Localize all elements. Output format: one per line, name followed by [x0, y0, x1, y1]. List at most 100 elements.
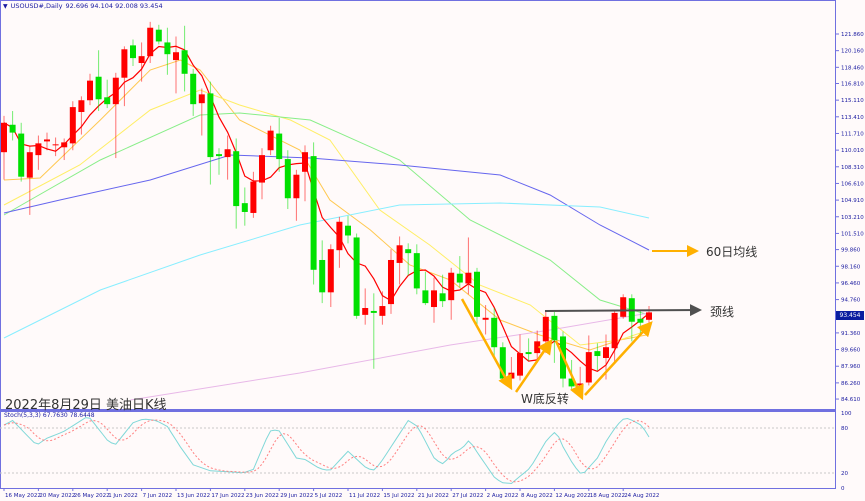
- candle-body: [542, 316, 549, 342]
- candle-body: [594, 351, 601, 357]
- candle-body: [482, 317, 489, 320]
- candle: [362, 288, 369, 325]
- candle-body: [190, 73, 197, 105]
- neckline-annotation: 颈线: [710, 305, 735, 319]
- price-tick-label: 98.160: [841, 264, 861, 270]
- candle: [233, 138, 240, 229]
- price-tick-label: 101.510: [841, 231, 864, 237]
- w-pattern-arrow: [514, 338, 553, 393]
- price-tick-label: 94.760: [841, 298, 861, 304]
- candle-body: [379, 306, 386, 316]
- candle-body: [155, 29, 162, 42]
- candle-body: [276, 133, 283, 160]
- candle-body: [327, 249, 334, 293]
- candle-body: [456, 273, 463, 283]
- candle: [508, 357, 515, 384]
- candle-body: [173, 52, 179, 61]
- candle-body: [9, 124, 16, 133]
- candle-body: [448, 272, 455, 301]
- stoch-panel-frame: [0, 411, 836, 489]
- candle-body: [284, 159, 291, 199]
- candle-body: [525, 352, 532, 355]
- ma30-line: [3, 112, 650, 316]
- candle-body: [241, 203, 248, 212]
- candle: [26, 146, 33, 215]
- candle-body: [499, 347, 506, 379]
- candle-body: [138, 56, 145, 64]
- candle: [388, 249, 394, 314]
- stoch-level-label: 100: [841, 411, 852, 417]
- candle-body: [130, 45, 136, 59]
- candle: [95, 50, 102, 112]
- candle-body: [491, 317, 498, 348]
- candle: [396, 236, 403, 285]
- triangle-down-icon[interactable]: ▼: [3, 2, 8, 10]
- price-tick-label: 104.910: [841, 198, 864, 204]
- candle-body: [465, 272, 472, 284]
- candle: [267, 125, 274, 156]
- ma200-line: [130, 312, 650, 401]
- candle-body: [345, 225, 351, 236]
- candle: [474, 267, 480, 325]
- candle-body: [534, 341, 541, 354]
- candle-body: [26, 152, 33, 178]
- date-tick-label: 20 May 2022: [39, 493, 75, 499]
- candle-body: [104, 97, 111, 105]
- candle: [551, 311, 558, 363]
- candle: [413, 244, 420, 295]
- candle: [190, 68, 197, 116]
- candle-body: [95, 76, 102, 100]
- date-tick-label: 23 Jun 2022: [246, 493, 279, 499]
- candle: [284, 150, 291, 210]
- candle-body: [353, 237, 360, 316]
- stoch-name: Stoch(5,3,3): [4, 412, 41, 419]
- candle: [164, 27, 171, 75]
- candle: [173, 36, 179, 94]
- candle: [104, 79, 111, 109]
- candle-body: [35, 143, 42, 156]
- stoch-k-value: 67.7630: [42, 412, 68, 419]
- candle-body: [646, 312, 652, 320]
- date-tick-label: 11 Jul 2022: [349, 493, 380, 499]
- candle: [611, 309, 618, 364]
- candle-body: [207, 93, 214, 158]
- symbol-label: USOUSD#,Daily: [10, 2, 63, 10]
- price-tick-label: 87.960: [841, 364, 861, 370]
- candle-body: [181, 50, 188, 74]
- candle-body: [147, 27, 154, 57]
- candle: [181, 25, 188, 92]
- candle: [216, 148, 222, 175]
- candle: [345, 215, 351, 244]
- ma100-line: [3, 202, 650, 339]
- price-tick-label: 116.810: [841, 81, 864, 87]
- ma20-line: [3, 89, 650, 346]
- candle: [517, 334, 523, 381]
- candle-body: [439, 293, 446, 302]
- date-tick-label: 15 Jul 2022: [383, 493, 414, 499]
- price-tick-label: 118.460: [841, 65, 864, 71]
- candle-body: [568, 378, 575, 387]
- candle-body: [61, 142, 68, 148]
- candle: [431, 277, 437, 323]
- date-tick-label: 21 Jul 2022: [418, 493, 449, 499]
- candle: [207, 81, 214, 185]
- candle: [52, 137, 59, 157]
- candle-body: [310, 156, 317, 270]
- date-tick-label: 13 Jun 2022: [177, 493, 210, 499]
- candle-body: [1, 122, 7, 153]
- ohlc-readout: 92.696 94.104 92.008 93.454: [65, 2, 163, 10]
- candle: [44, 132, 50, 151]
- candle-body: [224, 149, 231, 158]
- date-tick-label: 27 Jul 2022: [452, 493, 483, 499]
- candle-body: [508, 372, 515, 379]
- candle: [534, 330, 541, 363]
- candle: [35, 135, 42, 170]
- candle: [224, 135, 231, 180]
- candle: [422, 271, 429, 306]
- candle: [9, 111, 16, 141]
- date-tick-label: 29 Jun 2022: [280, 493, 313, 499]
- stoch-k-line: [3, 417, 650, 485]
- w-pattern-arrow: [460, 298, 513, 391]
- ma60-annotation: 60日均线: [706, 245, 758, 259]
